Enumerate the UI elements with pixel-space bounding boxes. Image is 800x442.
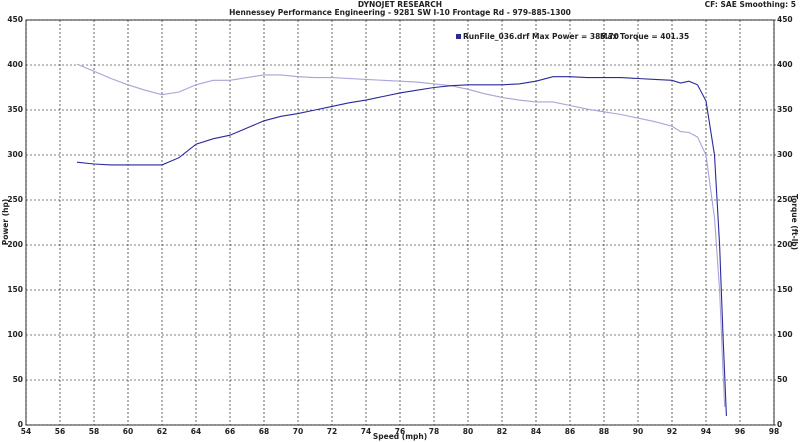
y-tick-label: 150 bbox=[7, 285, 23, 294]
x-tick-label: 98 bbox=[769, 427, 779, 436]
x-tick-label: 74 bbox=[361, 427, 371, 436]
settings-text: CF: SAE Smoothing: 5 bbox=[705, 0, 796, 9]
chart-subtitle: Hennessey Performance Engineering - 9281… bbox=[229, 8, 571, 17]
y2-tick-label: 50 bbox=[777, 375, 787, 384]
y-tick-label: 450 bbox=[7, 15, 23, 24]
legend-torque: Max Torque = 401.35 bbox=[600, 32, 689, 41]
x-tick-label: 60 bbox=[123, 427, 133, 436]
y2-tick-label: 450 bbox=[777, 15, 793, 24]
y2-tick-label: 400 bbox=[777, 60, 793, 69]
x-tick-label: 96 bbox=[735, 427, 745, 436]
y2-tick-label: 100 bbox=[777, 330, 793, 339]
x-tick-label: 56 bbox=[55, 427, 65, 436]
y-axis-label: Power (hp) bbox=[1, 199, 10, 246]
x-tick-label: 70 bbox=[293, 427, 303, 436]
x-tick-label: 64 bbox=[191, 427, 201, 436]
x-tick-label: 76 bbox=[395, 427, 405, 436]
y2-tick-label: 300 bbox=[777, 150, 793, 159]
x-tick-label: 62 bbox=[157, 427, 167, 436]
y-tick-label: 400 bbox=[7, 60, 23, 69]
x-tick-label: 92 bbox=[667, 427, 677, 436]
series-line bbox=[76, 76, 727, 417]
y-tick-label: 300 bbox=[7, 150, 23, 159]
x-tick-label: 86 bbox=[565, 427, 575, 436]
y-tick-label: 350 bbox=[7, 105, 23, 114]
y2-tick-label: 0 bbox=[777, 420, 782, 429]
x-tick-label: 66 bbox=[225, 427, 235, 436]
x-tick-label: 88 bbox=[599, 427, 609, 436]
x-tick-label: 72 bbox=[327, 427, 337, 436]
series-line bbox=[76, 63, 726, 408]
y-tick-label: 50 bbox=[13, 375, 23, 384]
x-tick-label: 94 bbox=[701, 427, 711, 436]
x-tick-label: 78 bbox=[429, 427, 439, 436]
y-tick-label: 100 bbox=[7, 330, 23, 339]
chart-title: DYNOJET RESEARCH bbox=[358, 0, 442, 9]
x-tick-label: 90 bbox=[633, 427, 643, 436]
y-tick-label: 200 bbox=[7, 240, 23, 249]
x-tick-label: 80 bbox=[463, 427, 473, 436]
y-tick-label: 250 bbox=[7, 195, 23, 204]
x-tick-label: 82 bbox=[497, 427, 507, 436]
y2-tick-label: 350 bbox=[777, 105, 793, 114]
x-tick-label: 58 bbox=[89, 427, 99, 436]
y2-tick-label: 250 bbox=[777, 195, 793, 204]
y2-axis-label: Torque (ft-lb) bbox=[790, 194, 799, 250]
y2-tick-label: 150 bbox=[777, 285, 793, 294]
x-axis-label: Speed (mph) bbox=[373, 432, 427, 441]
y-tick-label: 0 bbox=[18, 420, 23, 429]
x-tick-label: 84 bbox=[531, 427, 541, 436]
legend-swatch bbox=[456, 34, 461, 39]
y2-tick-label: 200 bbox=[777, 240, 793, 249]
x-tick-label: 54 bbox=[21, 427, 31, 436]
legend-run: RunFile_036.drf Max Power = 386.70 bbox=[463, 32, 619, 41]
x-tick-label: 68 bbox=[259, 427, 269, 436]
